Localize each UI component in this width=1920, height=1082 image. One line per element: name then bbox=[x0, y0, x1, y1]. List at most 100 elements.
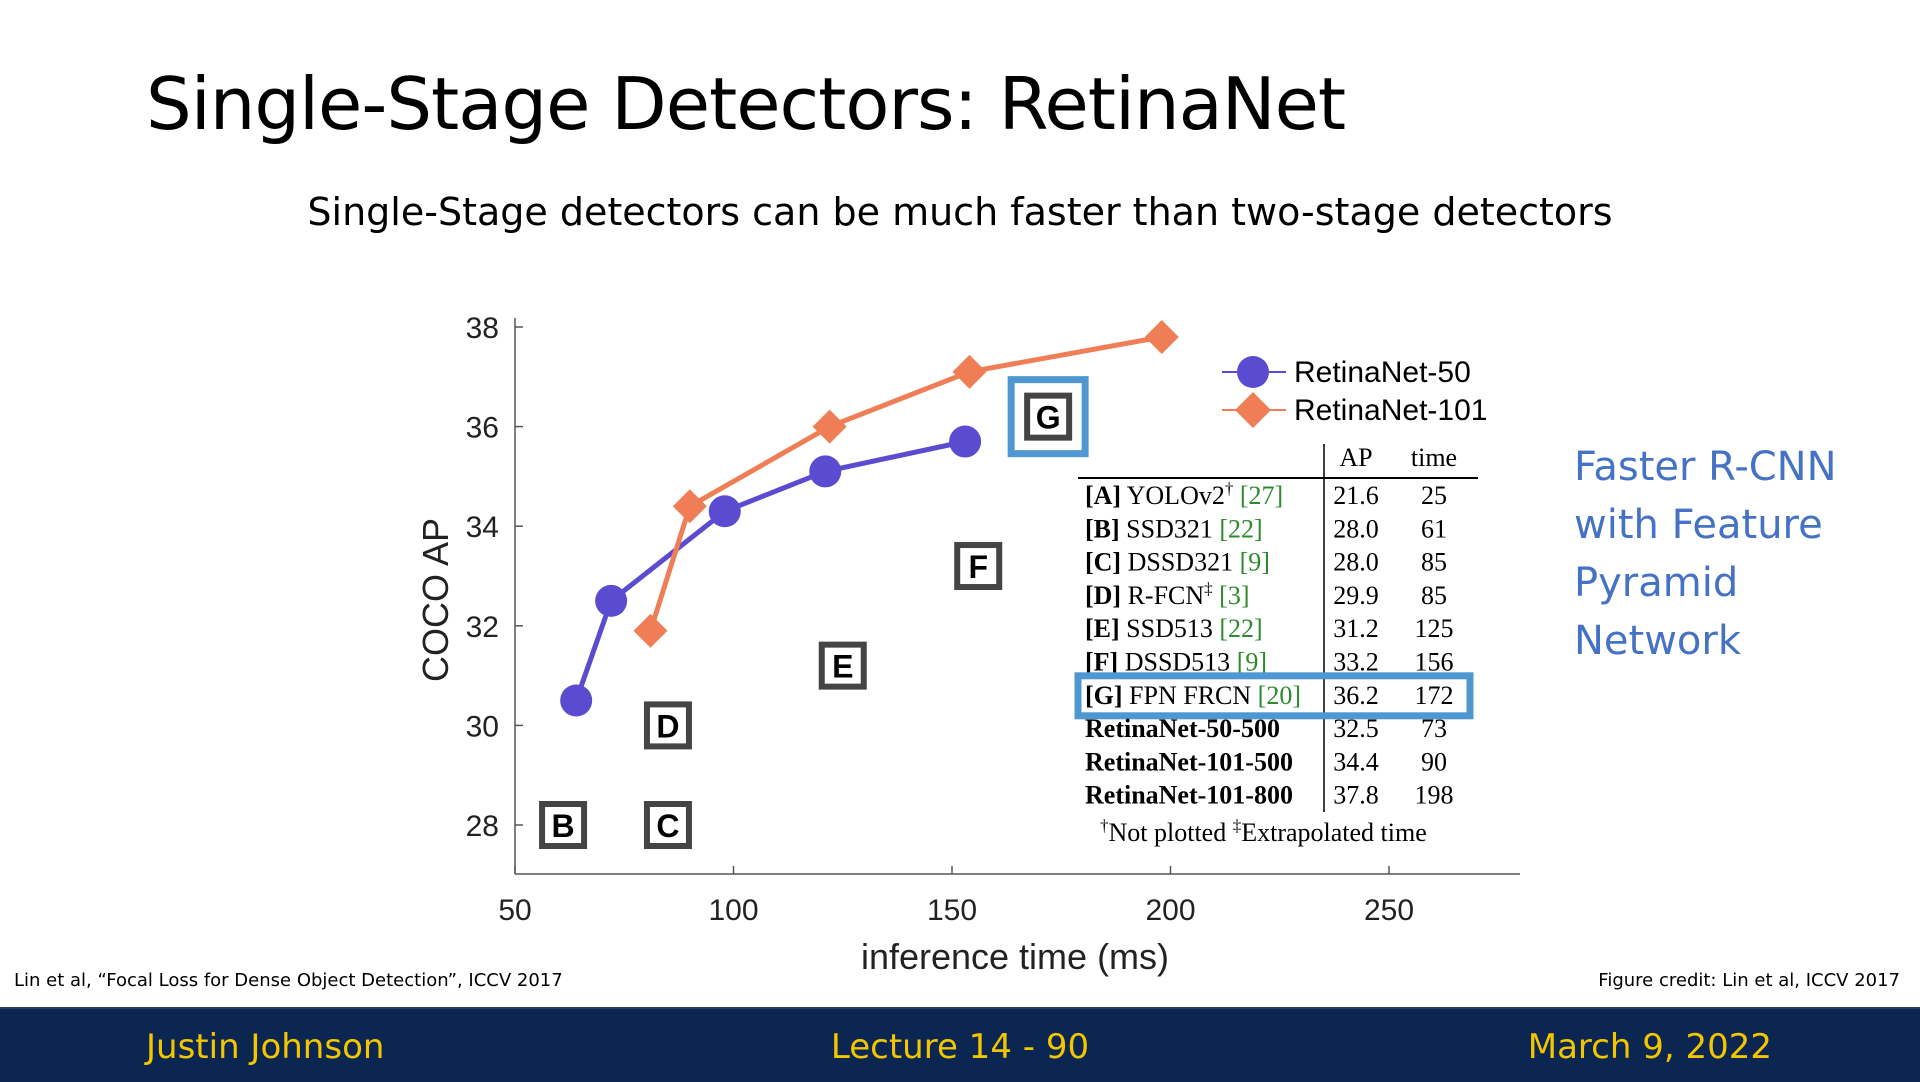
table-row-method: [G] FPN FRCN [20] bbox=[1085, 681, 1301, 710]
detector-point-e: E bbox=[818, 641, 867, 690]
data-point bbox=[812, 409, 847, 444]
table-row-ap: 21.6 bbox=[1333, 481, 1379, 510]
table-row: [F] DSSD513 [9] 33.2 156 bbox=[1085, 648, 1454, 677]
table-row-ap: 28.0 bbox=[1333, 514, 1379, 543]
data-point bbox=[708, 495, 741, 528]
table-row: [E] SSD513 [22] 31.2 125 bbox=[1085, 614, 1454, 643]
table-row-method: [D] R-FCN‡ [3] bbox=[1085, 579, 1250, 610]
x-axis-label: inference time (ms) bbox=[861, 936, 1169, 977]
detector-box bbox=[539, 801, 588, 849]
side-note-line: Network bbox=[1574, 618, 1742, 664]
y-tick-label: 36 bbox=[466, 412, 499, 445]
y-tick-label: 30 bbox=[466, 710, 499, 743]
detector-label: B bbox=[552, 808, 575, 844]
footer-date: March 9, 2022 bbox=[1527, 1027, 1772, 1067]
table-row-method: [E] SSD513 [22] bbox=[1085, 614, 1263, 643]
y-tick-label: 34 bbox=[466, 511, 499, 544]
table-row-ap: 31.2 bbox=[1333, 614, 1379, 643]
table-row-method: RetinaNet-101-500 bbox=[1085, 747, 1293, 776]
data-point bbox=[560, 684, 593, 717]
table-highlight-box bbox=[1074, 672, 1474, 720]
table-row-method: [F] DSSD513 [9] bbox=[1085, 648, 1267, 677]
x-tick-label: 200 bbox=[1145, 894, 1195, 927]
footer-author: Justin Johnson bbox=[146, 1027, 385, 1067]
y-tick-label: 28 bbox=[466, 810, 499, 843]
table-row-time: 85 bbox=[1421, 581, 1447, 610]
table-row: RetinaNet-101-500 34.4 90 bbox=[1085, 747, 1447, 776]
table-row-ap: 29.9 bbox=[1333, 581, 1379, 610]
detector-point-b: B bbox=[539, 801, 588, 849]
table-row: [D] R-FCN‡ [3] 29.9 85 bbox=[1085, 579, 1447, 610]
x-tick-label: 250 bbox=[1364, 894, 1414, 927]
table-row-time: 25 bbox=[1421, 481, 1447, 510]
table-row-time: 90 bbox=[1421, 747, 1447, 776]
table-row: [C] DSSD321 [9] 28.0 85 bbox=[1085, 548, 1447, 577]
fpn-side-note: Faster R-CNN with Feature Pyramid Networ… bbox=[1574, 438, 1874, 670]
retinanet-speed-accuracy-chart: 28 30 32 34 36 38 50 100 150 200 250 inference time… bbox=[415, 312, 1520, 977]
x-tick-label: 50 bbox=[498, 894, 531, 927]
detector-point-c: C bbox=[643, 801, 692, 849]
table-row-time: 61 bbox=[1421, 514, 1447, 543]
table-row-method: RetinaNet-101-800 bbox=[1085, 781, 1293, 810]
side-note-line: with Feature bbox=[1574, 502, 1823, 548]
table-row-ap: 36.2 bbox=[1333, 681, 1379, 710]
series-retinanet-101 bbox=[633, 319, 1179, 648]
legend-label: RetinaNet-101 bbox=[1294, 394, 1487, 427]
detector-label: E bbox=[832, 649, 853, 685]
slide-footer: Justin Johnson Lecture 14 - 90 March 9, … bbox=[0, 1007, 1920, 1082]
y-tick-label: 38 bbox=[466, 312, 499, 345]
detector-label: D bbox=[656, 708, 679, 744]
slide-subtitle: Single-Stage detectors can be much faste… bbox=[307, 190, 1613, 234]
y-tick-label: 32 bbox=[466, 611, 499, 644]
x-tick-label: 150 bbox=[927, 894, 977, 927]
detector-label: G bbox=[1036, 400, 1061, 436]
detector-point-f: F bbox=[954, 542, 1003, 591]
table-row-time: 125 bbox=[1415, 614, 1454, 643]
detector-point-d: D bbox=[643, 701, 692, 750]
data-point bbox=[1144, 319, 1179, 354]
table-row-time: 85 bbox=[1421, 548, 1447, 577]
figure-credit: Figure credit: Lin et al, ICCV 2017 bbox=[1598, 970, 1900, 991]
detector-label: F bbox=[968, 549, 988, 585]
detector-label: C bbox=[656, 808, 679, 844]
table-row-method: [A] YOLOv2† [27] bbox=[1085, 479, 1283, 510]
table-row-ap: 34.4 bbox=[1333, 747, 1379, 776]
data-point bbox=[672, 489, 707, 524]
table-header-time: time bbox=[1411, 443, 1457, 472]
table-row-method: [B] SSD321 [22] bbox=[1085, 514, 1263, 543]
chart-legend: RetinaNet-50 RetinaNet-101 bbox=[1222, 356, 1487, 428]
results-table: AP time [A] YOLOv2† [27] 21.6 25 [B] SSD321 [… bbox=[1074, 443, 1478, 847]
table-row-time: 172 bbox=[1415, 681, 1454, 710]
detector-box bbox=[818, 641, 867, 690]
x-tick-label: 100 bbox=[708, 894, 758, 927]
table-row-ap: 37.8 bbox=[1333, 781, 1379, 810]
table-row: RetinaNet-101-800 37.8 198 bbox=[1085, 781, 1454, 810]
table-row: [A] YOLOv2† [27] 21.6 25 bbox=[1085, 479, 1447, 510]
detector-box bbox=[1024, 392, 1073, 441]
slide-title: Single-Stage Detectors: RetinaNet bbox=[146, 62, 1346, 146]
data-point bbox=[809, 455, 842, 488]
table-row: [B] SSD321 [22] 28.0 61 bbox=[1085, 514, 1447, 543]
table-row: RetinaNet-50-500 32.5 73 bbox=[1085, 714, 1447, 743]
detector-box bbox=[643, 701, 692, 750]
y-axis-label: COCO AP bbox=[415, 518, 456, 682]
table-header-ap: AP bbox=[1339, 443, 1372, 472]
table-footnote: †Not plotted ‡Extrapolated time bbox=[1100, 816, 1427, 847]
legend-marker bbox=[1237, 356, 1269, 388]
series-line bbox=[573, 439, 966, 702]
side-note-line: Pyramid bbox=[1574, 560, 1739, 606]
detector-box bbox=[643, 801, 692, 849]
table-row-time: 156 bbox=[1415, 648, 1454, 677]
table-row-ap: 33.2 bbox=[1333, 648, 1379, 677]
data-point bbox=[952, 354, 987, 389]
side-note-line: Faster R-CNN bbox=[1574, 444, 1837, 490]
highlight-box bbox=[1007, 376, 1089, 458]
table-row-method: [C] DSSD321 [9] bbox=[1085, 548, 1270, 577]
data-point bbox=[633, 613, 668, 648]
data-point bbox=[595, 584, 628, 617]
table-row-ap: 32.5 bbox=[1333, 714, 1379, 743]
legend-marker bbox=[1235, 392, 1271, 428]
table-row-method: RetinaNet-50-500 bbox=[1085, 714, 1280, 743]
footer-lecture: Lecture 14 - 90 bbox=[830, 1027, 1090, 1067]
data-point bbox=[949, 425, 982, 458]
